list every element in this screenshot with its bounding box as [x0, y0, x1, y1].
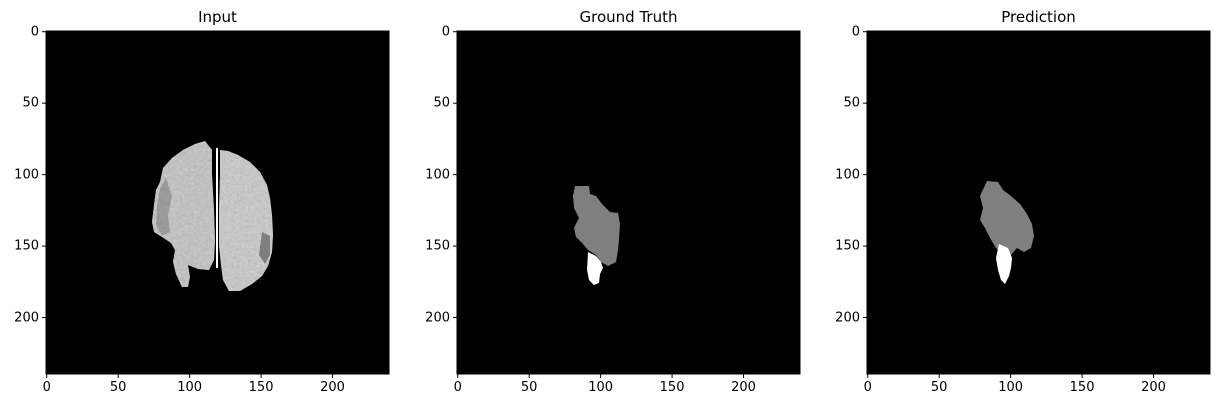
prediction-enhancing-region: [996, 244, 1012, 284]
axes-frame-ground-truth: [456, 30, 801, 375]
y-tick-label-ground-truth: 100: [425, 167, 450, 183]
axes-frames: [45, 30, 1211, 375]
x-tick-label-input: 200: [320, 380, 345, 395]
x-tick-label-input: 150: [248, 380, 274, 395]
panel-title-ground-truth: Ground Truth: [579, 8, 678, 26]
x-tick-label-prediction: 150: [1069, 380, 1095, 395]
y-tick-label-prediction: 50: [843, 95, 860, 111]
y-tick-label-input: 0: [30, 24, 39, 40]
brain-shading-right: [259, 232, 270, 264]
x-tick-label-input: 0: [42, 380, 51, 395]
y-tick-label-prediction: 200: [835, 310, 860, 326]
x-tick-label-prediction: 50: [930, 380, 948, 395]
ground-truth-enhancing-region: [587, 252, 603, 285]
ground-truth-tumor-core: [573, 186, 620, 266]
brain-shading-left: [156, 178, 172, 236]
panel-input: [46, 31, 389, 374]
tick-marks: [42, 31, 1155, 378]
ground-truth-image-background: [457, 31, 800, 374]
x-tick-label-ground-truth: 150: [659, 380, 685, 395]
panel-title-prediction: Prediction: [1001, 8, 1076, 26]
brain-left-hemisphere: [152, 141, 215, 287]
y-tick-label-ground-truth: 200: [425, 310, 450, 326]
y-tick-label-ground-truth: 0: [441, 24, 450, 40]
x-tick-label-prediction: 0: [863, 380, 872, 395]
prediction-tumor-core: [980, 181, 1034, 256]
y-tick-label-input: 50: [22, 95, 39, 111]
x-tick-label-input: 50: [109, 380, 127, 395]
y-tick-label-ground-truth: 50: [433, 95, 450, 111]
y-tick-label-prediction: 150: [835, 238, 860, 254]
y-tick-label-prediction: 0: [851, 24, 860, 40]
panel-ground-truth: [457, 31, 800, 374]
y-tick-label-input: 150: [14, 238, 39, 254]
y-tick-label-input: 200: [14, 310, 39, 326]
x-tick-label-ground-truth: 0: [453, 380, 462, 395]
panel-prediction: [867, 31, 1210, 374]
x-tick-label-ground-truth: 50: [520, 380, 538, 395]
axes-frame-prediction: [866, 30, 1211, 375]
axes-frame-input: [45, 30, 390, 375]
panel-title-input: Input: [198, 8, 237, 26]
prediction-image-background: [867, 31, 1210, 374]
x-tick-label-prediction: 100: [998, 380, 1024, 395]
x-tick-label-input: 100: [177, 380, 203, 395]
x-tick-label-ground-truth: 200: [731, 380, 756, 395]
x-tick-label-ground-truth: 100: [588, 380, 614, 395]
y-tick-label-prediction: 100: [835, 167, 860, 183]
y-tick-label-input: 100: [14, 167, 39, 183]
y-tick-label-ground-truth: 150: [425, 238, 450, 254]
brain-slice: [152, 141, 273, 291]
x-tick-label-prediction: 200: [1141, 380, 1166, 395]
